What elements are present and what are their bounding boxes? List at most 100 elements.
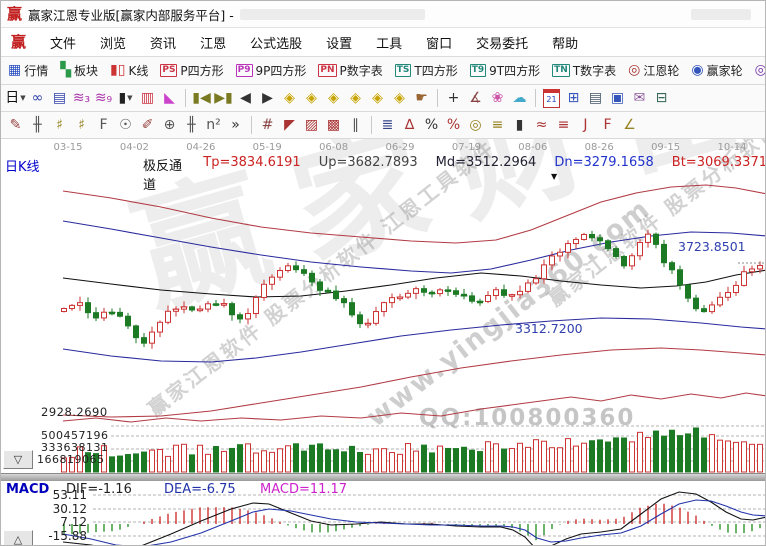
percent-slope-button[interactable]: ∆ <box>399 115 420 135</box>
volume-pane-collapse-button[interactable]: ▽ <box>3 450 33 469</box>
candle-style-button[interactable]: ▮ ▼ <box>115 88 136 108</box>
crosshair-button[interactable]: + <box>443 88 464 108</box>
parallel-lines-button[interactable]: ∥ <box>345 115 366 135</box>
dense-rays-icon: ▩ <box>326 116 341 133</box>
box-grid-button[interactable]: # <box>257 115 278 135</box>
x-axis-date: 10-14 <box>717 142 747 153</box>
macd-pane-collapse-button[interactable]: △ <box>3 530 33 545</box>
brush-candle-button[interactable]: ▮ <box>509 115 530 135</box>
diamond-out-h-icon: ◈ <box>328 89 339 106</box>
wave-9-button[interactable]: ≋₉ <box>93 88 114 108</box>
tangle-tool-button[interactable]: ∞ <box>27 88 48 108</box>
quote-button[interactable]: ▦ 行情 <box>5 61 51 80</box>
t-square-button-label: T四方形 <box>414 64 458 78</box>
angle-measure-button[interactable]: ∡ <box>465 88 486 108</box>
spiral-grid-button[interactable]: ☉ <box>115 115 136 135</box>
band-wave-button[interactable]: ≈ <box>531 115 552 135</box>
dense-rays-button[interactable]: ▩ <box>323 115 344 135</box>
p-square-button-label: P四方形 <box>180 64 224 78</box>
wave-3-button[interactable]: ≋₃ <box>71 88 92 108</box>
f-grid-button[interactable]: F <box>93 115 114 135</box>
pan-left-button[interactable]: ◈ <box>279 88 300 108</box>
menu-item-浏览[interactable]: 浏览 <box>100 36 127 52</box>
menu-item-窗口[interactable]: 窗口 <box>426 36 453 52</box>
j-angle-button[interactable]: J <box>575 115 596 135</box>
last-bar-button[interactable]: ▶▮ <box>213 88 234 108</box>
x-axis-date: 08-06 <box>518 142 548 153</box>
price-scale-button[interactable]: ≣ <box>377 115 398 135</box>
fan-rays-button[interactable]: ◤ <box>279 115 300 135</box>
percent-button[interactable]: % <box>421 115 442 135</box>
diamond-in-v-icon: ◈ <box>394 89 405 106</box>
gold-circle-button[interactable]: ◎ <box>465 115 486 135</box>
zoom-in-h-button[interactable]: ◈ <box>345 88 366 108</box>
calendar-button[interactable]: 21 <box>541 88 562 108</box>
timeshare-button[interactable]: ◣ <box>159 88 180 108</box>
t-square-button[interactable]: TS T四方形 <box>392 61 461 80</box>
pane-splitter[interactable] <box>1 473 765 481</box>
t9-square-button[interactable]: T9 9T四方形 <box>467 61 543 80</box>
hand-tool-button[interactable]: ☛ <box>411 88 432 108</box>
cloud-tool-button[interactable]: ☁ <box>509 88 530 108</box>
zoom-in-v-button[interactable]: ◈ <box>389 88 410 108</box>
next-bar-button[interactable]: ▶ <box>257 88 278 108</box>
more-tools-button[interactable]: » <box>225 115 246 135</box>
line-grid-button[interactable]: ╫ <box>181 115 202 135</box>
export-image-button[interactable]: ✉ <box>629 88 650 108</box>
t-number-table-button[interactable]: TN T数字表 <box>549 61 619 80</box>
menu-item-文件[interactable]: 文件 <box>50 36 77 52</box>
p9-square-button[interactable]: P9 9P四方形 <box>233 61 310 80</box>
gold-level-button[interactable]: ≡ <box>553 115 574 135</box>
scale-list-icon: ≣ <box>381 116 394 133</box>
sector-button[interactable]: ▚ 板块 <box>57 61 101 80</box>
zoom-out-h-button[interactable]: ◈ <box>323 88 344 108</box>
memo-button[interactable]: ▤ <box>49 88 70 108</box>
main-toolbar: ▦ 行情 ▚ 板块 ▮▯ K线 PS P四方形 P9 9P四方形 PN P数字表 TS T四方形 T9 9T四… <box>1 57 765 85</box>
notepad-button[interactable]: ▤ <box>585 88 606 108</box>
period-daily-button[interactable]: 日 ▼ <box>5 88 26 108</box>
indicator-param: Dn=3279.1658 <box>554 155 654 170</box>
f-angle-icon: F <box>603 116 612 133</box>
wheel-grid-button[interactable]: ⊕ <box>159 115 180 135</box>
pencil-tool-button[interactable]: ✎ <box>5 115 26 135</box>
menu-item-设置[interactable]: 设置 <box>326 36 353 52</box>
winner-wheel-button[interactable]: ◉ 赢家轮 <box>688 61 745 80</box>
p-number-icon: PN <box>318 64 337 77</box>
gold-angle-icon: ∠ <box>623 116 636 133</box>
save-button[interactable]: ▣ <box>607 88 628 108</box>
gold-line-button[interactable]: ≡ <box>487 115 508 135</box>
menu-item-江恩[interactable]: 江恩 <box>200 36 227 52</box>
flower-tool-button[interactable]: ❀ <box>487 88 508 108</box>
wave-9-icon: ≋₉ <box>94 89 113 106</box>
menu-item-公式选股[interactable]: 公式选股 <box>250 36 303 52</box>
gold-grid-2-button[interactable]: ♯ <box>71 115 92 135</box>
ruler-pencil-button[interactable]: ✐ <box>137 115 158 135</box>
p-square-button[interactable]: PS P四方形 <box>157 61 226 80</box>
menu-item-交易委托[interactable]: 交易委托 <box>476 36 529 52</box>
extra-wheel-button[interactable]: ◎ <box>752 62 765 79</box>
menu-item-帮助[interactable]: 帮助 <box>552 36 579 52</box>
f-angle-button[interactable]: F <box>597 115 618 135</box>
gold-line-icon: ≡ <box>491 116 504 133</box>
gann-wheel-button[interactable]: ◎ 江恩轮 <box>625 61 682 80</box>
chart-area[interactable]: 赢家财富 赢家江恩软件 股票分析软件 江恩工具软件 赢家江恩软件 股票分析软件 … <box>1 139 766 546</box>
price-volume-macd-chart[interactable] <box>1 139 766 546</box>
percent-line-button[interactable]: % <box>443 115 464 135</box>
menu-item-工具[interactable]: 工具 <box>376 36 403 52</box>
calculator-button[interactable]: ⊞ <box>563 88 584 108</box>
gold-grid-1-button[interactable]: ♯ <box>49 115 70 135</box>
print-button[interactable]: ⊟ <box>651 88 672 108</box>
filled-box-button[interactable]: ▨ <box>301 115 322 135</box>
gold-angle-button[interactable]: ∠ <box>619 115 640 135</box>
pan-right-button[interactable]: ◈ <box>301 88 322 108</box>
menu-item-资讯[interactable]: 资讯 <box>150 36 177 52</box>
kline-button[interactable]: ▮▯ K线 <box>107 61 151 80</box>
candlestick-icon: ▮▯ <box>110 62 126 78</box>
p-number-table-button[interactable]: PN P数字表 <box>315 61 385 80</box>
n-square-button[interactable]: n² <box>203 115 224 135</box>
gann-grid-button[interactable]: ╫ <box>27 115 48 135</box>
first-bar-button[interactable]: ▮◀ <box>191 88 212 108</box>
zoom-out-v-button[interactable]: ◈ <box>367 88 388 108</box>
script-button[interactable]: ▥ <box>137 88 158 108</box>
prev-bar-button[interactable]: ◀ <box>235 88 256 108</box>
